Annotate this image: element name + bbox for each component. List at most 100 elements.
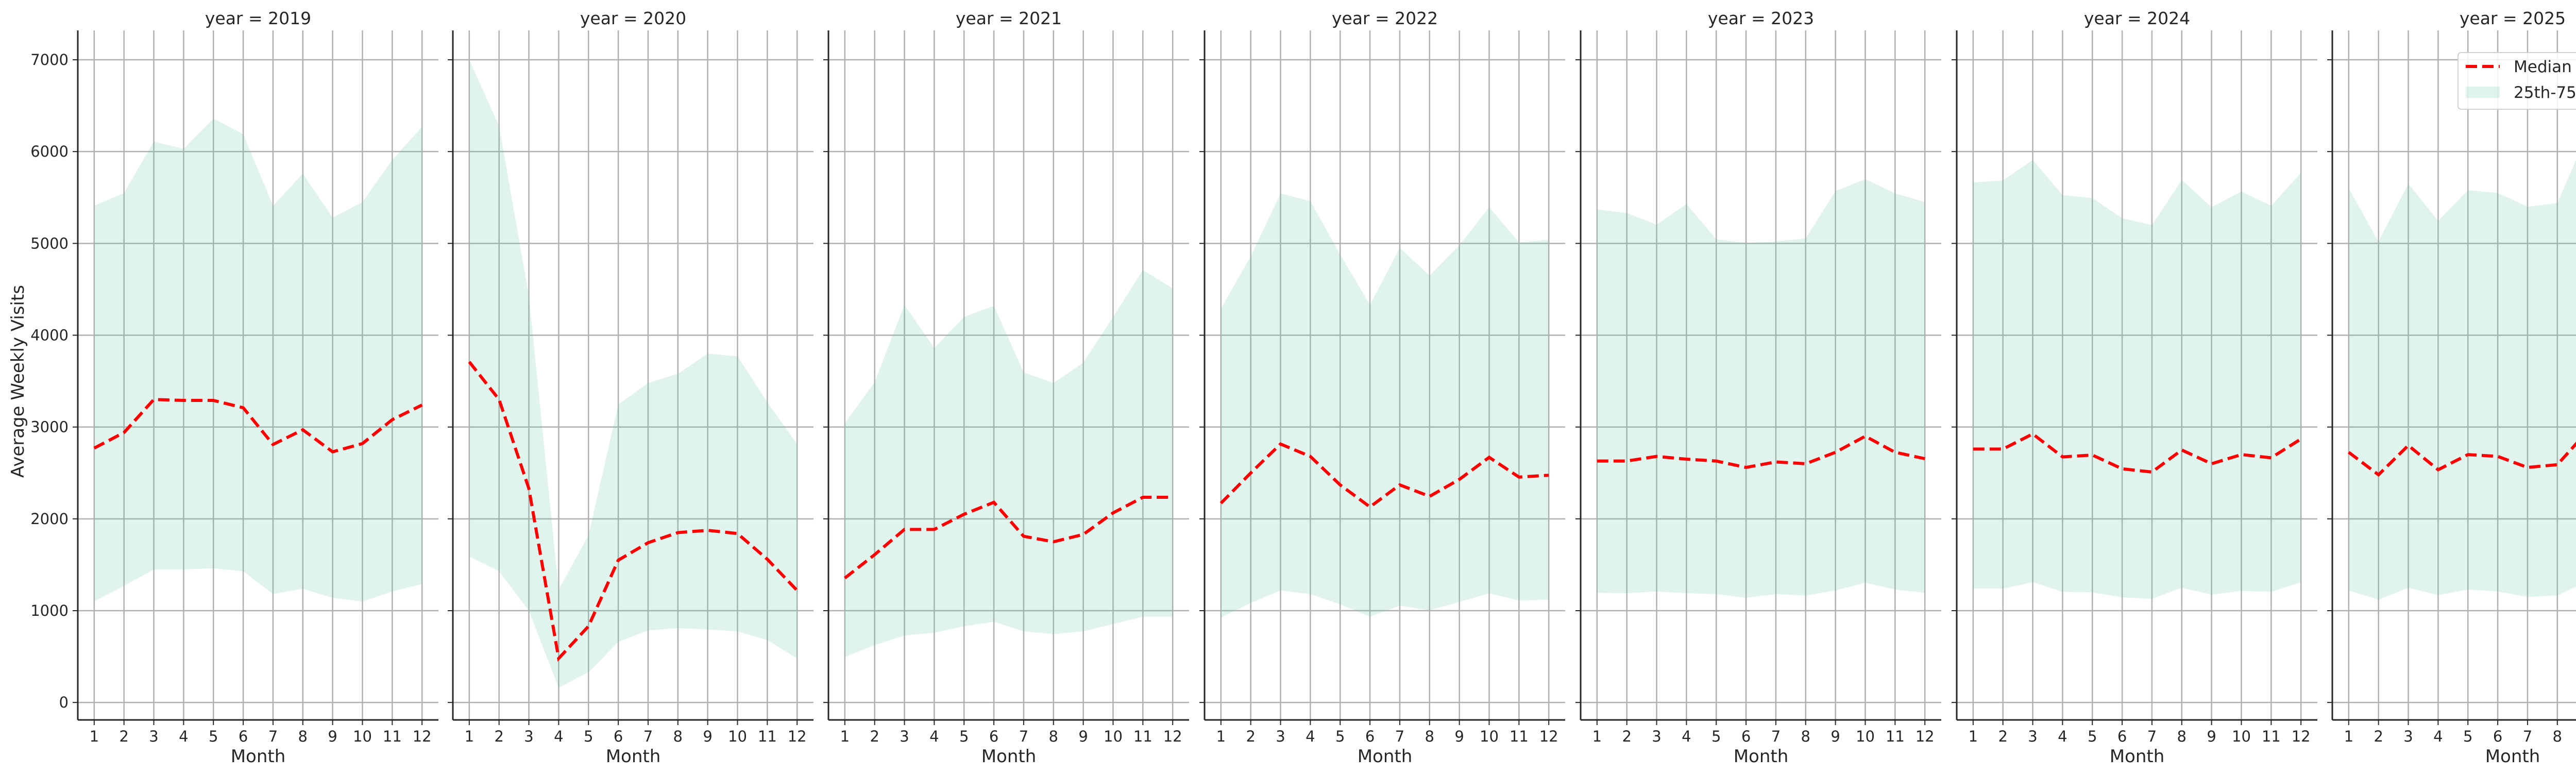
x-tick-label: 9 [328,728,337,745]
x-tick-label: 4 [1306,728,1315,745]
x-tick-label: 7 [2523,728,2532,745]
panel-title: year = 2024 [2084,8,2190,28]
x-tick-label: 6 [2117,728,2127,745]
panel-title: year = 2025 [2460,8,2566,28]
x-tick-label: 10 [1104,728,1123,745]
x-tick-label: 7 [2147,728,2157,745]
x-tick-label: 3 [524,728,533,745]
x-tick-label: 6 [614,728,623,745]
legend-median-label: Median [2514,58,2572,76]
x-axis-label: Month [981,746,1037,767]
y-tick-label: 5000 [30,234,69,252]
x-tick-label: 5 [2463,728,2472,745]
x-tick-label: 1 [1592,728,1602,745]
x-tick-label: 12 [2292,728,2311,745]
x-tick-label: 3 [2403,728,2413,745]
x-tick-label: 9 [1831,728,1840,745]
x-tick-label: 3 [1276,728,1285,745]
x-tick-label: 10 [1856,728,1875,745]
panel-title: year = 2019 [205,8,311,28]
percentile-band [1973,160,2301,599]
x-tick-label: 6 [2493,728,2502,745]
y-tick-label: 6000 [30,143,69,160]
x-tick-label: 11 [1133,728,1153,745]
x-tick-label: 8 [1801,728,1810,745]
percentile-band [2348,160,2576,600]
x-tick-label: 4 [179,728,188,745]
x-axis-label: Month [2485,746,2540,767]
x-tick-label: 5 [1711,728,1721,745]
legend-band-swatch [2466,87,2500,98]
x-tick-label: 9 [1078,728,1088,745]
x-tick-label: 10 [353,728,372,745]
x-tick-label: 1 [1216,728,1226,745]
x-tick-label: 4 [554,728,563,745]
x-tick-label: 6 [989,728,998,745]
x-tick-label: 7 [268,728,278,745]
x-tick-label: 1 [465,728,474,745]
x-tick-label: 10 [2232,728,2251,745]
x-tick-label: 11 [758,728,777,745]
panel-title: year = 2020 [580,8,686,28]
x-tick-label: 7 [643,728,653,745]
median-line [1219,442,1549,509]
x-tick-label: 9 [1454,728,1464,745]
x-axis-label: Month [2110,746,2165,767]
median-line [843,495,1173,580]
x-tick-label: 5 [209,728,218,745]
x-tick-label: 5 [1335,728,1345,745]
x-tick-label: 10 [728,728,747,745]
x-tick-label: 8 [2553,728,2562,745]
percentile-band [844,270,1173,657]
x-tick-label: 6 [1741,728,1751,745]
percentile-band [94,119,422,602]
median-line [2348,442,2576,477]
x-tick-label: 2 [870,728,879,745]
x-axis-label: Month [1734,746,1789,767]
x-tick-label: 5 [959,728,969,745]
x-tick-label: 5 [2088,728,2097,745]
x-tick-label: 9 [703,728,712,745]
x-tick-label: 12 [413,728,432,745]
x-tick-label: 1 [2344,728,2353,745]
x-tick-label: 1 [1969,728,1978,745]
y-tick-label: 4000 [30,326,69,344]
legend-band-label: 25th-75th Percentile [2514,83,2576,102]
x-axis-label: Month [606,746,661,767]
x-tick-label: 4 [2058,728,2067,745]
percentile-band [1221,193,1549,618]
x-tick-label: 2 [1998,728,2007,745]
x-tick-label: 8 [2177,728,2187,745]
y-tick-label: 2000 [30,510,69,528]
median-line [93,398,423,454]
panel-title: year = 2022 [1332,8,1438,28]
x-tick-label: 11 [2262,728,2281,745]
x-tick-label: 8 [1425,728,1434,745]
x-tick-label: 12 [1539,728,1558,745]
x-tick-label: 7 [1019,728,1028,745]
x-tick-label: 8 [298,728,308,745]
panel-title: year = 2023 [1708,8,1814,28]
x-tick-label: 4 [1682,728,1691,745]
panel-title: year = 2021 [956,8,1062,28]
x-tick-label: 1 [90,728,99,745]
x-tick-label: 3 [900,728,909,745]
x-axis-label: Month [1358,746,1413,767]
x-tick-label: 4 [2433,728,2443,745]
x-tick-label: 12 [1916,728,1935,745]
x-tick-label: 5 [584,728,593,745]
x-tick-label: 6 [239,728,248,745]
x-tick-label: 2 [2374,728,2383,745]
x-tick-label: 8 [673,728,683,745]
x-tick-label: 10 [1480,728,1499,745]
x-tick-label: 3 [1652,728,1661,745]
x-tick-label: 7 [1395,728,1404,745]
